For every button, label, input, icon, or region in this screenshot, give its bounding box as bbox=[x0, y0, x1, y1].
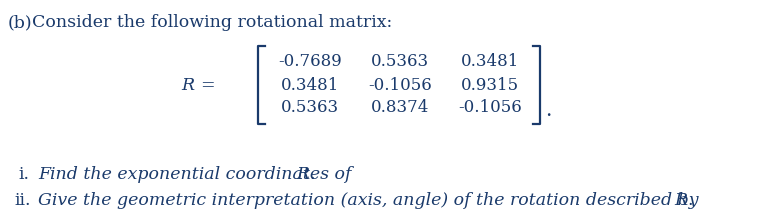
Text: 0.5363: 0.5363 bbox=[371, 53, 429, 71]
Text: $R$.: $R$. bbox=[674, 192, 694, 209]
Text: 0.3481: 0.3481 bbox=[281, 77, 339, 93]
Text: ii.: ii. bbox=[14, 192, 30, 209]
Text: Find the exponential coordinates of: Find the exponential coordinates of bbox=[38, 166, 357, 183]
Text: 0.9315: 0.9315 bbox=[461, 77, 519, 93]
Text: $R$.: $R$. bbox=[296, 166, 316, 183]
Text: $R\,=$: $R\,=$ bbox=[181, 77, 215, 93]
Text: 0.3481: 0.3481 bbox=[461, 53, 519, 71]
Text: -0.1056: -0.1056 bbox=[458, 99, 522, 117]
Text: (b): (b) bbox=[8, 14, 33, 31]
Text: .: . bbox=[545, 100, 551, 120]
Text: 0.5363: 0.5363 bbox=[281, 99, 339, 117]
Text: Give the geometric interpretation (axis, angle) of the rotation described by: Give the geometric interpretation (axis,… bbox=[38, 192, 704, 209]
Text: -0.7689: -0.7689 bbox=[278, 53, 342, 71]
Text: Consider the following rotational matrix:: Consider the following rotational matrix… bbox=[32, 14, 392, 31]
Text: 0.8374: 0.8374 bbox=[371, 99, 430, 117]
Text: i.: i. bbox=[18, 166, 29, 183]
Text: -0.1056: -0.1056 bbox=[368, 77, 432, 93]
